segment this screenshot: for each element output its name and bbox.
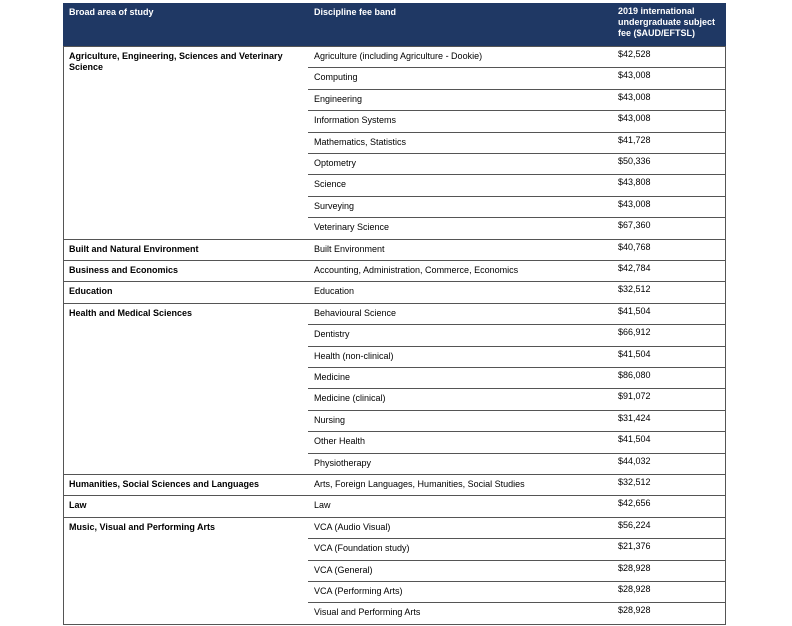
- area-cell: Music, Visual and Performing Arts: [63, 516, 308, 624]
- fee-cell: $28,928: [612, 559, 726, 581]
- band-cell: Medicine: [308, 367, 612, 388]
- fee-cell: $86,080: [612, 367, 726, 388]
- band-cell: Information Systems: [308, 110, 612, 131]
- header-cell: Broad area of study: [63, 3, 308, 46]
- fee-cell: $56,224: [612, 516, 726, 538]
- fee-cell: $41,728: [612, 131, 726, 153]
- fee-cell: $91,072: [612, 388, 726, 409]
- fee-cell: $28,928: [612, 602, 726, 623]
- area-cell: Built and Natural Environment: [63, 238, 308, 260]
- fee-cell: $50,336: [612, 153, 726, 174]
- band-cell: Health (non-clinical): [308, 345, 612, 367]
- header-cell: Discipline fee band: [308, 3, 612, 46]
- table-bottom-border: [63, 623, 726, 625]
- fee-cell: $43,008: [612, 67, 726, 88]
- fee-cell: $21,376: [612, 538, 726, 559]
- table-right-border: [725, 46, 726, 624]
- band-cell: Optometry: [308, 153, 612, 174]
- band-cell: VCA (Foundation study): [308, 538, 612, 559]
- area-cell: Humanities, Social Sciences and Language…: [63, 474, 308, 495]
- header-cell: 2019 international undergraduate subject…: [612, 3, 726, 46]
- fee-cell: $43,008: [612, 195, 726, 217]
- band-cell: Nursing: [308, 409, 612, 431]
- band-cell: Behavioural Science: [308, 302, 612, 324]
- fee-cell: $42,656: [612, 495, 726, 516]
- band-cell: Mathematics, Statistics: [308, 131, 612, 153]
- band-cell: Physiotherapy: [308, 452, 612, 474]
- fee-cell: $32,512: [612, 474, 726, 495]
- band-cell: Law: [308, 495, 612, 516]
- area-cell: Health and Medical Sciences: [63, 302, 308, 474]
- band-cell: Arts, Foreign Languages, Humanities, Soc…: [308, 474, 612, 495]
- band-cell: Agriculture (including Agriculture - Doo…: [308, 46, 612, 67]
- fee-cell: $43,808: [612, 174, 726, 195]
- area-cell: Business and Economics: [63, 260, 308, 281]
- band-cell: Medicine (clinical): [308, 388, 612, 409]
- fee-cell: $40,768: [612, 238, 726, 260]
- fee-cell: $42,784: [612, 260, 726, 281]
- fee-cell: $67,360: [612, 217, 726, 238]
- band-cell: Accounting, Administration, Commerce, Ec…: [308, 260, 612, 281]
- band-cell: VCA (Audio Visual): [308, 516, 612, 538]
- fee-cell: $66,912: [612, 324, 726, 345]
- band-cell: Education: [308, 281, 612, 302]
- band-cell: Science: [308, 174, 612, 195]
- fee-cell: $41,504: [612, 431, 726, 452]
- fee-cell: $42,528: [612, 46, 726, 67]
- band-cell: Dentistry: [308, 324, 612, 345]
- fee-cell: $32,512: [612, 281, 726, 302]
- fee-cell: $28,928: [612, 581, 726, 602]
- fee-cell: $41,504: [612, 345, 726, 367]
- band-cell: Built Environment: [308, 238, 612, 260]
- band-cell: Visual and Performing Arts: [308, 602, 612, 623]
- band-cell: Veterinary Science: [308, 217, 612, 238]
- area-cell: Agriculture, Engineering, Sciences and V…: [63, 46, 308, 239]
- fee-cell: $43,008: [612, 88, 726, 110]
- band-cell: Engineering: [308, 88, 612, 110]
- band-cell: Computing: [308, 67, 612, 88]
- band-cell: VCA (Performing Arts): [308, 581, 612, 602]
- area-cell: Law: [63, 495, 308, 516]
- fee-cell: $43,008: [612, 110, 726, 131]
- fee-cell: $31,424: [612, 409, 726, 431]
- band-cell: VCA (General): [308, 559, 612, 581]
- area-cell: Education: [63, 281, 308, 302]
- fee-cell: $41,504: [612, 302, 726, 324]
- band-cell: Other Health: [308, 431, 612, 452]
- fee-cell: $44,032: [612, 452, 726, 474]
- band-cell: Surveying: [308, 195, 612, 217]
- table-left-border: [63, 46, 64, 624]
